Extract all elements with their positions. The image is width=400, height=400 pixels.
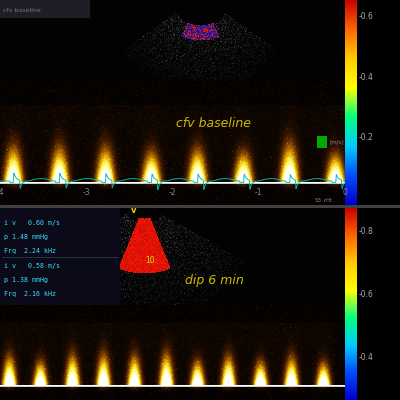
Text: i v   0.58 m/s: i v 0.58 m/s [4,262,60,268]
Text: -0.4: -0.4 [359,73,374,82]
Text: v: v [131,206,136,215]
Text: cfv baseline: cfv baseline [3,8,41,13]
Text: p 1.38 mmHg: p 1.38 mmHg [4,277,48,283]
Text: 10.: 10. [145,256,157,265]
Text: -0.8: -0.8 [359,226,374,236]
Text: -3: -3 [82,188,90,197]
Text: -0.2: -0.2 [359,133,374,142]
Text: -1: -1 [254,188,262,197]
Text: -0.6: -0.6 [359,12,374,21]
Text: -4: -4 [0,188,4,197]
Text: i v   0.60 m/s: i v 0.60 m/s [4,220,60,226]
Text: 53: 53 [315,198,322,203]
Text: cfv baseline: cfv baseline [176,117,252,130]
Bar [317,136,327,148]
Text: -0.6: -0.6 [359,290,374,299]
Text: [m/s]: [m/s] [329,140,344,144]
Text: -2: -2 [168,188,176,197]
Text: Frq  2.24 kHz: Frq 2.24 kHz [4,248,56,254]
Text: dip 6 min: dip 6 min [184,274,243,287]
Text: p 1.48 mmHg: p 1.48 mmHg [4,234,48,240]
Text: Frq  2.16 kHz: Frq 2.16 kHz [4,291,56,297]
Text: -0.4: -0.4 [359,353,374,362]
Text: nHt: nHt [323,198,332,203]
Text: 0: 0 [342,188,348,197]
